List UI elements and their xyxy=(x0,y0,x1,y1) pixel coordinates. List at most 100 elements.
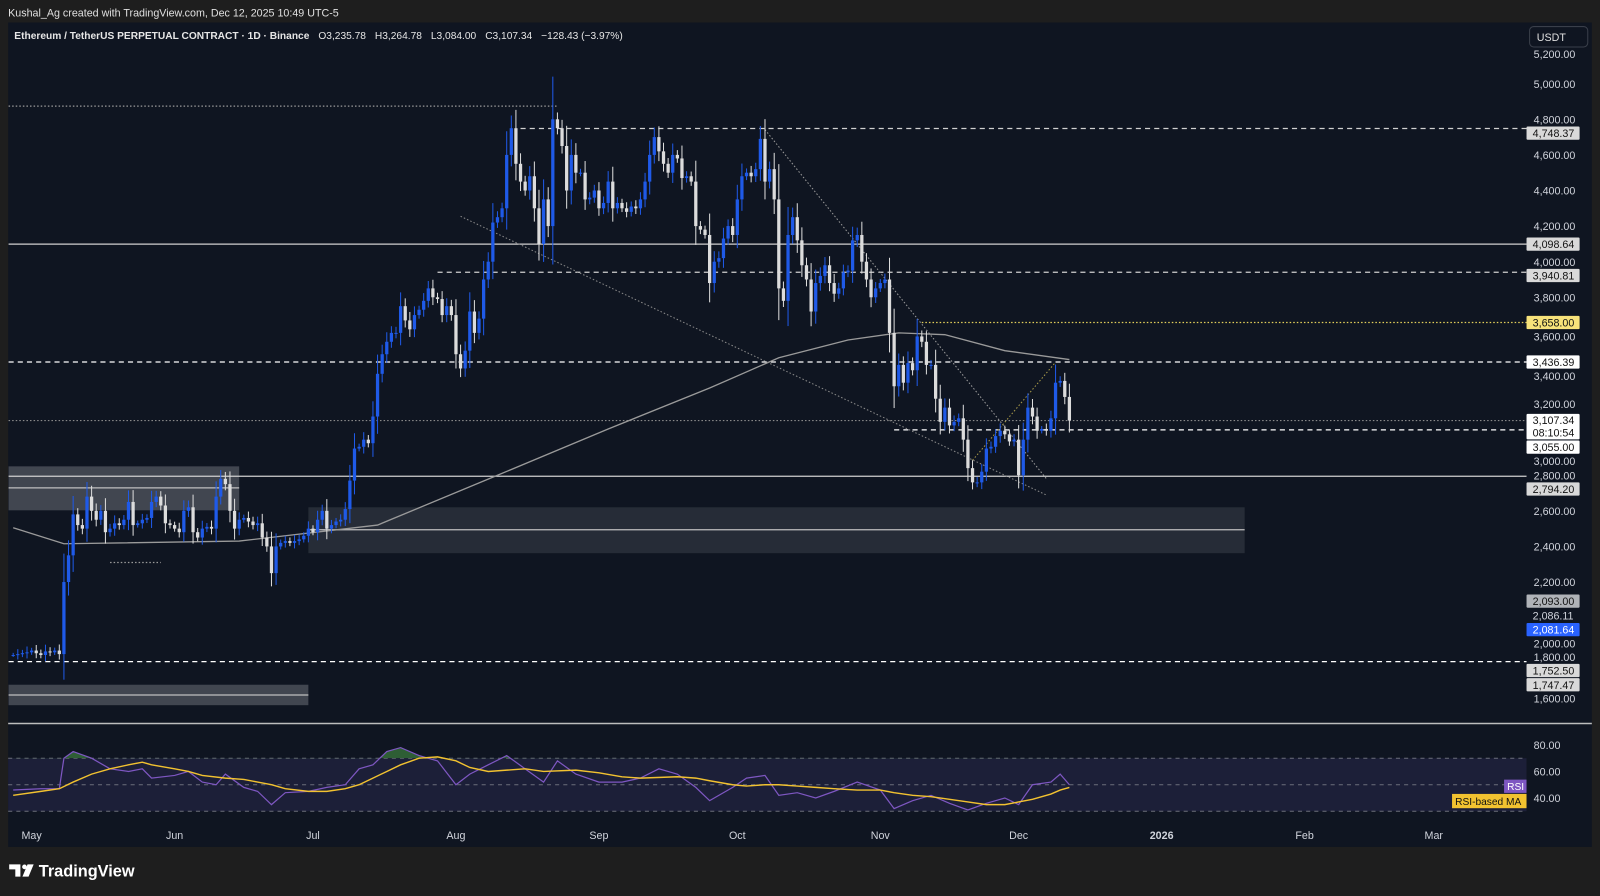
candle[interactable] xyxy=(48,647,52,657)
candle[interactable] xyxy=(66,540,71,596)
candle[interactable] xyxy=(795,203,799,253)
candle[interactable] xyxy=(177,522,181,538)
candle[interactable] xyxy=(740,163,744,211)
candle[interactable] xyxy=(620,198,624,213)
candle[interactable] xyxy=(786,206,790,327)
candle[interactable] xyxy=(449,299,453,321)
candle[interactable] xyxy=(348,464,352,524)
candle[interactable] xyxy=(122,515,126,530)
candle[interactable] xyxy=(53,647,57,655)
candle[interactable] xyxy=(832,273,836,302)
candle[interactable] xyxy=(680,145,684,190)
candle[interactable] xyxy=(897,353,901,397)
candle[interactable] xyxy=(989,441,993,454)
tradingview-logo[interactable]: TradingView xyxy=(9,863,135,881)
candle[interactable] xyxy=(560,119,564,154)
candle[interactable] xyxy=(315,510,320,541)
candle[interactable] xyxy=(924,331,929,375)
candle[interactable] xyxy=(149,490,154,528)
candle[interactable] xyxy=(30,647,34,655)
candle[interactable] xyxy=(984,438,988,481)
candle[interactable] xyxy=(763,119,767,200)
candle[interactable] xyxy=(509,115,513,167)
candle[interactable] xyxy=(1026,393,1030,453)
candle[interactable] xyxy=(638,192,643,215)
candle[interactable] xyxy=(200,520,204,545)
candle[interactable] xyxy=(1030,398,1035,425)
candle[interactable] xyxy=(412,306,417,338)
candle[interactable] xyxy=(892,308,896,409)
candle[interactable] xyxy=(523,175,527,196)
candle[interactable] xyxy=(352,433,357,495)
candle[interactable] xyxy=(108,523,112,537)
candle[interactable] xyxy=(1003,425,1007,439)
candle[interactable] xyxy=(163,494,168,534)
candle[interactable] xyxy=(1053,364,1058,435)
candle[interactable] xyxy=(57,644,61,660)
rsi-pane[interactable]: RSI RSI-based MA xyxy=(8,746,1527,812)
candle[interactable] xyxy=(366,435,370,448)
candle[interactable] xyxy=(191,494,195,544)
candle[interactable] xyxy=(408,311,412,337)
candle[interactable] xyxy=(915,318,919,387)
candle[interactable] xyxy=(929,359,933,370)
candle[interactable] xyxy=(569,139,573,205)
candle[interactable] xyxy=(94,503,98,527)
candle[interactable] xyxy=(113,515,117,536)
candle[interactable] xyxy=(283,535,287,548)
candle[interactable] xyxy=(1035,407,1039,439)
candle[interactable] xyxy=(237,512,241,536)
candle[interactable] xyxy=(818,267,822,291)
candle[interactable] xyxy=(661,142,666,172)
candle[interactable] xyxy=(103,498,108,544)
candle[interactable] xyxy=(528,166,532,200)
candle[interactable] xyxy=(20,649,25,658)
candle[interactable] xyxy=(846,265,850,278)
candle[interactable] xyxy=(362,432,366,454)
candle[interactable] xyxy=(1058,376,1062,387)
candle[interactable] xyxy=(186,500,191,517)
candle[interactable] xyxy=(458,344,463,378)
candle[interactable] xyxy=(477,311,481,340)
candle[interactable] xyxy=(182,500,186,542)
candle[interactable] xyxy=(850,226,855,283)
candle[interactable] xyxy=(495,211,500,228)
candle[interactable] xyxy=(380,344,384,383)
candle[interactable] xyxy=(228,471,232,523)
candle[interactable] xyxy=(385,332,389,363)
candle[interactable] xyxy=(445,298,449,323)
candle[interactable] xyxy=(731,218,735,243)
candle[interactable] xyxy=(482,260,486,336)
candle[interactable] xyxy=(551,76,555,265)
candle[interactable] xyxy=(643,172,647,208)
candle[interactable] xyxy=(624,202,629,218)
candle[interactable] xyxy=(966,425,970,482)
candle[interactable] xyxy=(375,354,380,434)
candle[interactable] xyxy=(1063,372,1067,405)
candle[interactable] xyxy=(251,516,255,530)
candle[interactable] xyxy=(232,498,237,540)
candle[interactable] xyxy=(168,519,172,529)
candle[interactable] xyxy=(80,518,84,535)
candle[interactable] xyxy=(698,221,703,235)
candle[interactable] xyxy=(389,326,394,348)
candle[interactable] xyxy=(597,182,601,216)
candle[interactable] xyxy=(505,131,509,230)
candle[interactable] xyxy=(855,227,859,247)
candle[interactable] xyxy=(1007,429,1012,446)
candle[interactable] xyxy=(269,531,274,587)
candle[interactable] xyxy=(34,644,38,659)
chart-panel[interactable] xyxy=(8,22,1592,847)
candle[interactable] xyxy=(874,282,878,303)
candle[interactable] xyxy=(578,168,583,177)
candle[interactable] xyxy=(219,470,223,505)
candle[interactable] xyxy=(666,158,670,178)
candle[interactable] xyxy=(606,171,610,213)
candle[interactable] xyxy=(223,471,227,491)
candle[interactable] xyxy=(998,423,1002,443)
candle[interactable] xyxy=(781,281,786,308)
candle[interactable] xyxy=(154,490,158,508)
candle[interactable] xyxy=(814,269,818,324)
candle[interactable] xyxy=(242,514,246,523)
candle[interactable] xyxy=(302,532,306,543)
